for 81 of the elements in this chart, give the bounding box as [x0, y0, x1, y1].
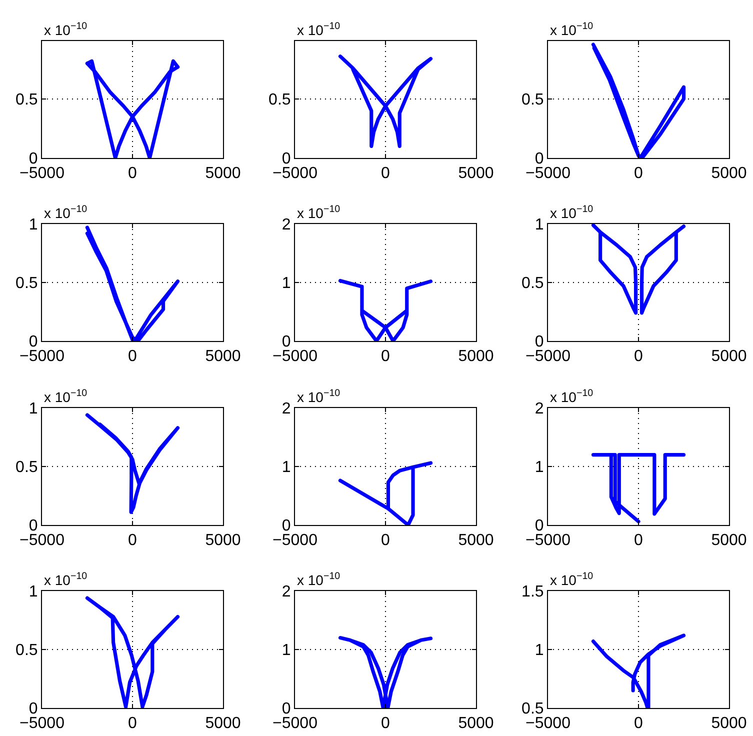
y-tick-label: 1.5: [522, 584, 544, 601]
y-tick-label: 0.5: [16, 642, 38, 660]
y-tick-label: 0.5: [522, 275, 544, 292]
x-tick-label: −5000: [272, 532, 318, 550]
x-tick-label: 5000: [205, 348, 241, 366]
y-tick-label: 2: [282, 584, 291, 601]
x-tick-label: 0: [128, 532, 138, 550]
y-tick-label: 0.5: [522, 92, 544, 109]
y-tick-label: 0: [534, 518, 544, 535]
y-tick-label: 0: [28, 700, 38, 718]
y-tick-label: 0: [28, 334, 38, 351]
text: x 10$^{−10}$: [550, 388, 594, 405]
x-tick-label: −5000: [526, 165, 571, 182]
x-tick-label: 5000: [458, 348, 494, 366]
text: x 10$^{−10}$: [550, 204, 594, 221]
text: x 10$^{−10}$: [550, 571, 594, 588]
y-tick-label: 0: [282, 700, 291, 718]
y-tick-label: 1: [28, 216, 38, 234]
y-tick-label: 0: [282, 518, 291, 535]
y-tick-label: 0: [534, 150, 544, 168]
y-tick-label: 1: [534, 459, 544, 476]
y-tick-label: 2: [282, 216, 291, 234]
text: x 10$^{−10}$: [44, 204, 88, 221]
x-tick-label: 0: [128, 165, 138, 182]
y-tick-label: 0.5: [16, 92, 38, 109]
text: x 10$^{−10}$: [44, 388, 88, 405]
x-tick-label: 0: [128, 715, 138, 732]
x-tick-label: −5000: [272, 715, 318, 732]
x-tick-label: 5000: [711, 348, 747, 366]
x-tick-label: 5000: [458, 165, 494, 182]
x-tick-label: 0: [381, 532, 390, 550]
x-tick-label: −5000: [526, 532, 571, 550]
y-tick-label: 1: [282, 275, 291, 292]
x-tick-label: 5000: [711, 165, 747, 182]
x-tick-label: −5000: [20, 532, 65, 550]
text: x 10$^{−10}$: [44, 21, 88, 38]
text: x 10$^{−10}$: [297, 21, 341, 38]
y-tick-label: 0.5: [268, 92, 291, 109]
y-tick-label: 2: [534, 400, 544, 418]
text: x 10$^{−10}$: [297, 571, 341, 588]
text: x 10$^{−10}$: [550, 21, 594, 38]
y-tick-label: 2: [282, 400, 291, 418]
x-tick-label: 0: [381, 165, 390, 182]
x-tick-label: −5000: [20, 165, 65, 182]
x-tick-label: 5000: [205, 715, 241, 732]
x-tick-label: −5000: [20, 715, 65, 732]
x-tick-label: −5000: [272, 165, 318, 182]
y-tick-label: 0.5: [16, 459, 38, 476]
x-tick-label: 0: [634, 715, 644, 732]
x-tick-label: 0: [128, 348, 138, 366]
x-tick-label: −5000: [272, 348, 318, 366]
x-tick-label: 5000: [458, 532, 494, 550]
y-tick-label: 0: [28, 518, 38, 535]
y-tick-label: 0: [282, 334, 291, 351]
x-tick-label: −5000: [526, 715, 571, 732]
y-tick-label: 0.5: [16, 275, 38, 292]
x-tick-label: 5000: [711, 715, 747, 732]
x-tick-label: 0: [381, 348, 390, 366]
x-tick-label: 0: [634, 348, 644, 366]
y-tick-label: 0: [282, 150, 291, 168]
y-tick-label: 0.5: [522, 700, 544, 718]
x-tick-label: 5000: [711, 532, 747, 550]
x-tick-label: 0: [634, 165, 644, 182]
x-tick-label: −5000: [20, 348, 65, 366]
y-tick-label: 1: [282, 642, 291, 660]
y-tick-label: 1: [534, 642, 544, 660]
y-tick-label: 1: [28, 584, 38, 601]
y-tick-label: 1: [28, 400, 38, 418]
y-tick-label: 0: [28, 150, 38, 168]
y-tick-label: 1: [282, 459, 291, 476]
text: x 10$^{−10}$: [297, 388, 341, 405]
x-tick-label: 5000: [205, 165, 241, 182]
text: x 10$^{−10}$: [297, 204, 341, 221]
text: x 10$^{−10}$: [44, 571, 88, 588]
x-tick-label: 5000: [205, 532, 241, 550]
x-tick-label: 0: [381, 715, 390, 732]
x-tick-label: 5000: [458, 715, 494, 732]
y-tick-label: 1: [534, 216, 544, 234]
x-tick-label: 0: [634, 532, 644, 550]
x-tick-label: −5000: [526, 348, 571, 366]
y-tick-label: 0: [534, 334, 544, 351]
